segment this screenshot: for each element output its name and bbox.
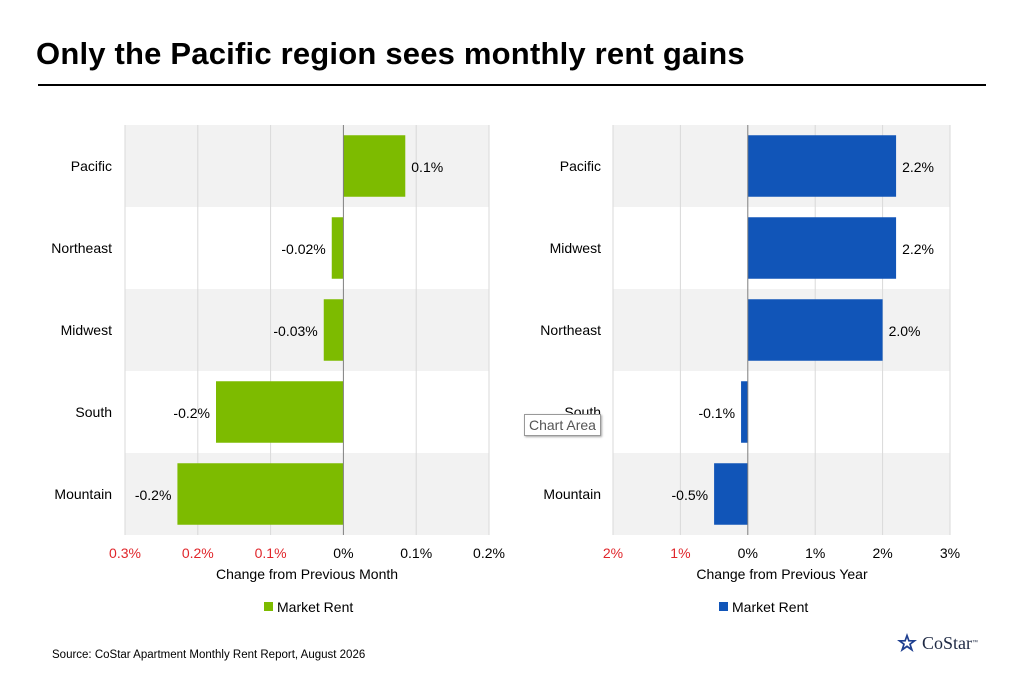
chart1-bar [323, 299, 344, 361]
chart2-legend-label: Market Rent [732, 599, 808, 615]
chart1-category-label: Midwest [61, 322, 112, 338]
chart1-data-label: -0.2% [173, 405, 210, 421]
chart1-category-label: South [75, 404, 112, 420]
chart2-category-label: Mountain [543, 486, 601, 502]
chart1-bar [216, 381, 344, 443]
chart2-x-axis-title: Change from Previous Year [696, 566, 868, 582]
chart1-x-tick-label: 0.2% [473, 545, 505, 561]
chart1-x-tick-label: 0.1% [255, 545, 287, 561]
costar-star-icon [897, 633, 917, 652]
chart1-legend-label: Market Rent [277, 599, 353, 615]
trademark-mark: ™ [972, 640, 979, 646]
chart1-bar [177, 463, 344, 525]
chart2-row-band [613, 453, 950, 535]
chart2-data-label: 2.2% [902, 159, 934, 175]
chart2-legend-swatch [719, 602, 728, 611]
chart1-bar [331, 217, 344, 279]
chart1-data-label: -0.02% [281, 241, 325, 257]
chart2-x-tick-label: 2% [603, 545, 623, 561]
chart2-x-tick-label: 0% [738, 545, 758, 561]
chart1-x-tick-label: 0.2% [182, 545, 214, 561]
page-title: Only the Pacific region sees monthly ren… [36, 36, 745, 71]
chart2-bar [714, 463, 748, 525]
chart1-category-label: Northeast [51, 240, 112, 256]
chart2-category-label: Northeast [540, 322, 601, 338]
chart2-category-label: Pacific [560, 158, 601, 174]
chart-area-tooltip: Chart Area [524, 414, 601, 436]
source-note: Source: CoStar Apartment Monthly Rent Re… [52, 649, 366, 661]
chart1-bar [343, 135, 406, 197]
chart1-x-tick-label: 0% [333, 545, 353, 561]
chart2-x-tick-label: 1% [670, 545, 690, 561]
costar-logo: CoStar ™ [896, 632, 978, 654]
chart2-bar [747, 299, 883, 361]
chart1-x-axis-title: Change from Previous Month [216, 566, 398, 582]
chart1-row-band [125, 125, 489, 207]
logo-wordmark: CoStar [922, 632, 973, 653]
title-divider [38, 84, 986, 86]
chart1-x-tick-label: 0.3% [109, 545, 141, 561]
chart2-data-label: 2.0% [889, 323, 921, 339]
chart2-data-label: 2.2% [902, 241, 934, 257]
chart2-x-tick-label: 3% [940, 545, 960, 561]
chart1-row-band [125, 289, 489, 371]
chart2-bar [747, 217, 897, 279]
chart1-category-label: Pacific [71, 158, 112, 174]
chart1-category-label: Mountain [54, 486, 112, 502]
chart1-data-label: -0.2% [135, 487, 172, 503]
chart1-data-label: 0.1% [411, 159, 443, 175]
chart2-category-label: Midwest [550, 240, 601, 256]
chart2-data-label: -0.5% [672, 487, 709, 503]
chart2-bar [741, 381, 748, 443]
chart2-x-tick-label: 1% [805, 545, 825, 561]
chart2-data-label: -0.1% [698, 405, 735, 421]
chart1-legend-swatch [264, 602, 273, 611]
chart1-x-tick-label: 0.1% [400, 545, 432, 561]
chart1-data-label: -0.03% [273, 323, 317, 339]
chart2-x-tick-label: 2% [872, 545, 892, 561]
chart2-bar [747, 135, 897, 197]
